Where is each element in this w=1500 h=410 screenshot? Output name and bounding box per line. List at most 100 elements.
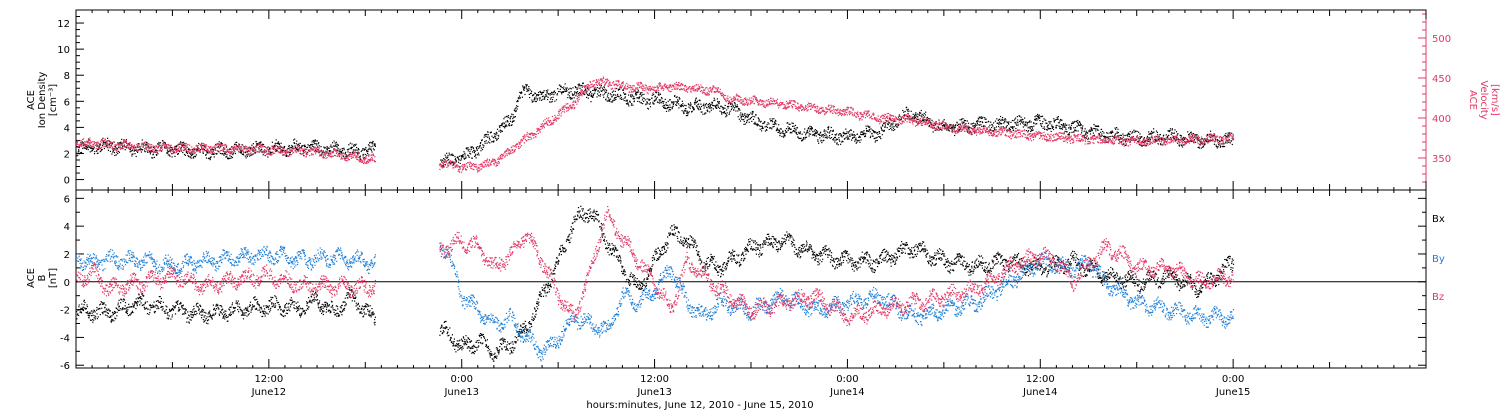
- ion-density-series-point: [531, 101, 533, 103]
- velocity-series-point: [461, 165, 463, 167]
- ion-density-series-point: [685, 115, 687, 117]
- velocity-series-point: [209, 147, 211, 149]
- ion-density-series-point: [292, 145, 294, 148]
- velocity-series-point: [161, 144, 163, 146]
- ion-density-series-point: [507, 121, 509, 123]
- ion-density-series-point: [1226, 142, 1228, 144]
- ion-density-series-point: [824, 135, 826, 137]
- ion-density-series-point: [367, 149, 369, 151]
- ion-density-series-point: [579, 87, 581, 89]
- velocity-series-point: [220, 144, 222, 146]
- velocity-series-point: [521, 140, 523, 142]
- ion-density-series-point: [320, 149, 322, 151]
- velocity-series-point: [490, 161, 492, 163]
- ion-density-series-point: [1054, 119, 1056, 121]
- ion-density-series-point: [547, 89, 549, 91]
- ion-density-series-point: [941, 129, 943, 131]
- ion-density-series-point: [830, 130, 832, 132]
- ion-density-series-point: [694, 103, 696, 105]
- ion-density-series-point: [569, 87, 571, 89]
- velocity-series-point: [551, 123, 553, 125]
- velocity-series-point: [493, 162, 495, 165]
- ion-density-series-point: [627, 103, 629, 105]
- ion-density-series-point: [1096, 125, 1099, 127]
- velocity-series-point: [542, 123, 544, 125]
- ion-density-series-point: [514, 116, 516, 118]
- ion-density-series-point: [469, 152, 471, 154]
- ion-density-series-point: [769, 118, 771, 120]
- ion-density-series-point: [85, 145, 87, 148]
- ion-density-series-point: [1058, 122, 1060, 124]
- ion-density-series-point: [1052, 128, 1055, 131]
- ion-density-series-point: [851, 133, 853, 135]
- ion-density-series-point: [807, 128, 809, 130]
- velocity-series-point: [183, 147, 186, 149]
- ion-density-series-point: [673, 102, 675, 104]
- velocity-series-point: [158, 145, 160, 147]
- ion-density-series-point: [1190, 131, 1192, 133]
- ion-density-series-point: [526, 90, 528, 92]
- velocity-series-point: [95, 147, 97, 150]
- velocity-series-point: [245, 150, 247, 152]
- ion-density-series-point: [738, 118, 740, 120]
- velocity-series-point: [303, 155, 305, 157]
- ion-density-series-point: [1180, 135, 1182, 137]
- velocity-series-point: [622, 83, 624, 85]
- velocity-series-point: [634, 90, 636, 92]
- ion-density-series-point: [489, 142, 491, 144]
- ion-density-series-point: [704, 104, 707, 106]
- ion-density-series-point: [273, 145, 276, 147]
- ion-density-series-point: [162, 140, 164, 142]
- velocity-series-point: [663, 84, 665, 86]
- ion-density-series-point: [1200, 147, 1202, 149]
- ion-density-series-point: [1135, 138, 1137, 140]
- velocity-series-point: [207, 150, 209, 152]
- velocity-series-point: [160, 149, 162, 151]
- ion-density-series-point: [604, 90, 606, 92]
- ion-density-series-point: [855, 137, 857, 139]
- velocity-series-point: [337, 149, 339, 151]
- ion-density-series-point: [316, 144, 318, 146]
- ion-density-series-point: [217, 145, 219, 148]
- velocity-series-point: [257, 146, 259, 148]
- ion-density-series-point: [296, 144, 298, 146]
- ion-density-series-point: [293, 142, 295, 144]
- ion-density-series-point: [1053, 120, 1055, 122]
- ion-density-series-point: [493, 133, 495, 135]
- velocity-series-point: [188, 152, 190, 154]
- ion-density-series-point: [87, 149, 89, 151]
- ion-density-series-point: [455, 158, 457, 160]
- velocity-series-point: [292, 152, 294, 154]
- ion-density-series-point: [76, 146, 78, 148]
- ion-density-series-point: [822, 134, 825, 136]
- velocity-series-point: [445, 162, 447, 164]
- velocity-series-point: [87, 141, 89, 143]
- velocity-series-point: [597, 79, 599, 81]
- ion-density-series-point: [721, 113, 723, 115]
- velocity-series-point: [628, 86, 630, 88]
- velocity-series-point: [340, 158, 342, 160]
- ion-density-series-point: [1217, 146, 1219, 148]
- ion-density-series-point: [708, 106, 710, 108]
- ion-density-series-point: [726, 109, 728, 111]
- ion-density-series-point: [504, 116, 506, 118]
- ion-density-series-point: [107, 149, 109, 151]
- velocity-series-point: [148, 146, 151, 148]
- ion-density-series-point: [562, 91, 564, 93]
- ion-density-series-point: [938, 127, 940, 129]
- ion-density-series-point: [766, 124, 768, 126]
- ion-density-series-point: [1174, 129, 1176, 131]
- velocity-series-point: [231, 151, 233, 153]
- velocity-series-point: [261, 145, 263, 148]
- velocity-series-point: [579, 94, 581, 96]
- velocity-series-point: [100, 140, 102, 142]
- velocity-series-point: [362, 160, 364, 162]
- ion-density-series-point: [668, 108, 670, 111]
- velocity-series-point: [212, 147, 214, 149]
- ion-density-series-point: [883, 122, 885, 124]
- ion-density-series-point: [202, 151, 204, 153]
- ion-density-series-point: [449, 154, 451, 156]
- ion-density-series-point: [349, 152, 351, 154]
- ion-density-series-point: [1013, 126, 1015, 128]
- velocity-series-point: [100, 146, 103, 148]
